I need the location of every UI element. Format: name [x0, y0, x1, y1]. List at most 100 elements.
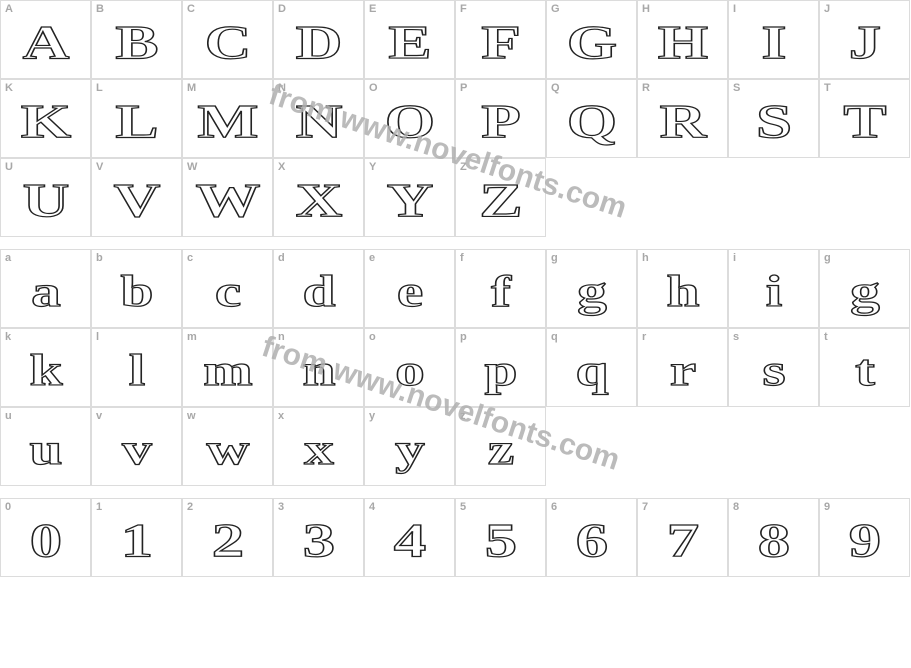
glyph-cell: RR	[637, 79, 728, 158]
cell-glyph: a	[31, 266, 61, 317]
glyph-cell: ss	[728, 328, 819, 407]
cell-glyph: w	[206, 424, 249, 475]
glyph-cell: 99	[819, 498, 910, 577]
cell-label: b	[96, 252, 103, 264]
cell-glyph: U	[22, 173, 69, 228]
glyph-cell: qq	[546, 328, 637, 407]
cell-label: M	[187, 82, 196, 94]
cell-label: a	[5, 252, 11, 264]
section-spacer	[0, 486, 911, 498]
cell-glyph: A	[22, 15, 69, 70]
cell-glyph: J	[848, 15, 880, 70]
cell-glyph: 4	[393, 513, 425, 568]
cell-glyph: O	[384, 94, 434, 149]
cell-glyph: n	[302, 345, 335, 396]
cell-label: g	[551, 252, 558, 264]
cell-glyph: R	[659, 94, 706, 149]
cell-glyph: g	[850, 266, 880, 317]
cell-glyph: r	[669, 345, 695, 396]
cell-label: F	[460, 3, 467, 15]
glyph-cell: hh	[637, 249, 728, 328]
cell-label: 4	[369, 501, 375, 513]
glyph-cell: nn	[273, 328, 364, 407]
cell-glyph: u	[29, 424, 62, 475]
cell-label: R	[642, 82, 650, 94]
cell-glyph: l	[128, 345, 145, 396]
glyph-cell: 66	[546, 498, 637, 577]
cell-label: n	[278, 331, 285, 343]
glyph-cell: 00	[0, 498, 91, 577]
cell-label: 2	[187, 501, 193, 513]
cell-label: q	[551, 331, 558, 343]
glyph-cell: XX	[273, 158, 364, 237]
font-character-chart: AABBCCDDEEFFGGHHIIJJKKLLMMNNOOPPQQRRSSTT…	[0, 0, 911, 577]
cell-glyph: E	[388, 15, 431, 70]
cell-label: 5	[460, 501, 466, 513]
cell-glyph: Y	[386, 173, 433, 228]
cell-label: L	[96, 82, 103, 94]
cell-label: y	[369, 410, 375, 422]
glyph-cell: ww	[182, 407, 273, 486]
glyph-cell: CC	[182, 0, 273, 79]
glyph-cell: ZZ	[455, 158, 546, 237]
glyph-cell: 22	[182, 498, 273, 577]
cell-glyph: 7	[666, 513, 698, 568]
cell-label: i	[733, 252, 736, 264]
cell-glyph: S	[755, 94, 791, 149]
cell-label: T	[824, 82, 831, 94]
glyph-cell: rr	[637, 328, 728, 407]
glyph-cell: dd	[273, 249, 364, 328]
glyph-cell: EE	[364, 0, 455, 79]
cell-label: c	[187, 252, 193, 264]
cell-label: B	[96, 3, 104, 15]
glyph-cell: JJ	[819, 0, 910, 79]
cell-glyph: T	[843, 94, 886, 149]
cell-glyph: o	[395, 345, 425, 396]
cell-label: s	[733, 331, 739, 343]
cell-label: Z	[460, 161, 467, 173]
glyph-cell: gg	[546, 249, 637, 328]
glyph-cell: kk	[0, 328, 91, 407]
cell-label: v	[96, 410, 102, 422]
cell-label: x	[278, 410, 284, 422]
glyph-cell: HH	[637, 0, 728, 79]
glyph-cell: OO	[364, 79, 455, 158]
cell-label: Y	[369, 161, 376, 173]
cell-glyph: C	[204, 15, 251, 70]
cell-label: I	[733, 3, 736, 15]
cell-glyph: 0	[29, 513, 61, 568]
glyph-cell: vv	[91, 407, 182, 486]
glyph-cell: DD	[273, 0, 364, 79]
cell-label: N	[278, 82, 286, 94]
cell-label: S	[733, 82, 740, 94]
cell-label: A	[5, 3, 13, 15]
glyph-cell: bb	[91, 249, 182, 328]
glyph-cell: KK	[0, 79, 91, 158]
cell-label: K	[5, 82, 13, 94]
cell-glyph: s	[762, 345, 785, 396]
glyph-cell: WW	[182, 158, 273, 237]
cell-label: E	[369, 3, 376, 15]
cell-glyph: 8	[757, 513, 789, 568]
cell-glyph: L	[115, 94, 158, 149]
glyph-cell: xx	[273, 407, 364, 486]
glyph-cell: oo	[364, 328, 455, 407]
glyph-cell: gg	[819, 249, 910, 328]
cell-glyph: Z	[479, 173, 522, 228]
cell-label: 0	[5, 501, 11, 513]
glyph-cell: BB	[91, 0, 182, 79]
glyph-section: AABBCCDDEEFFGGHHIIJJKKLLMMNNOOPPQQRRSSTT…	[0, 0, 910, 237]
cell-glyph: y	[395, 424, 425, 475]
cell-glyph: F	[481, 15, 521, 70]
cell-label: d	[278, 252, 285, 264]
glyph-cell: TT	[819, 79, 910, 158]
cell-glyph: H	[657, 15, 707, 70]
cell-glyph: K	[20, 94, 70, 149]
glyph-cell: UU	[0, 158, 91, 237]
cell-glyph: V	[113, 173, 160, 228]
cell-glyph: 1	[120, 513, 152, 568]
cell-glyph: Q	[566, 94, 616, 149]
cell-label: 7	[642, 501, 648, 513]
glyph-cell: GG	[546, 0, 637, 79]
cell-glyph: p	[484, 345, 517, 396]
